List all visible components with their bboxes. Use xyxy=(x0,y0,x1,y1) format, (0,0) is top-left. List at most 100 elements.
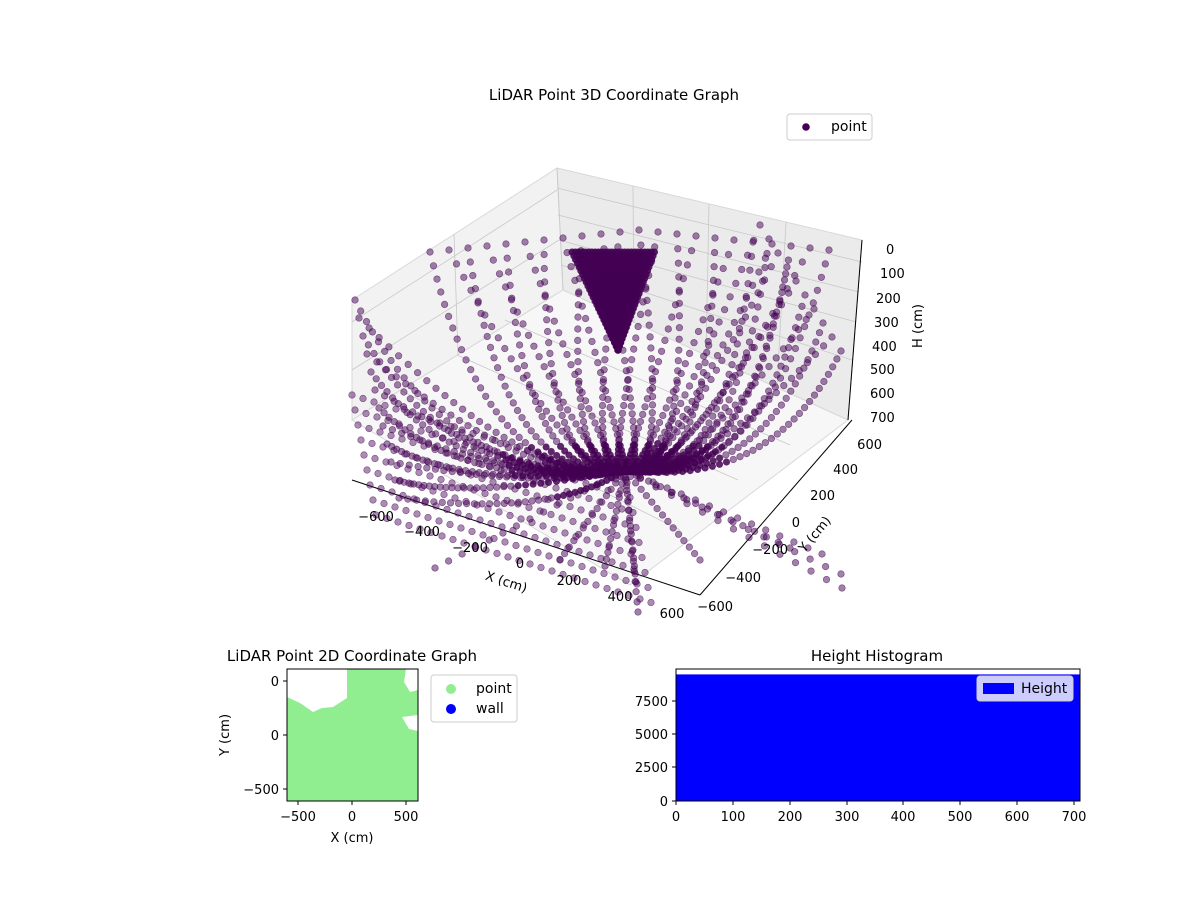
data-point xyxy=(805,397,814,406)
data-point xyxy=(625,507,633,515)
data-point xyxy=(745,338,754,346)
data-point xyxy=(618,409,627,417)
data-point xyxy=(444,426,452,435)
data-point xyxy=(581,424,589,432)
data-point xyxy=(561,529,569,537)
data-point xyxy=(501,382,509,390)
data-point xyxy=(391,503,399,511)
data-point xyxy=(531,266,539,274)
data-point xyxy=(837,570,845,578)
data-point xyxy=(599,513,607,521)
data-point xyxy=(412,453,420,462)
data-point xyxy=(653,505,661,513)
data-point xyxy=(399,491,407,500)
data-point xyxy=(371,454,379,463)
data-point xyxy=(426,248,434,256)
x-axis-label-3d: X (cm) xyxy=(483,569,529,597)
data-point xyxy=(662,404,670,412)
data-point xyxy=(713,396,722,404)
data-point xyxy=(364,341,373,349)
data-point xyxy=(414,369,422,377)
data-point xyxy=(713,510,722,519)
x-tick-label: 500 xyxy=(948,810,973,825)
data-point xyxy=(765,235,773,243)
y-ticks-2d: 0 0 −500 xyxy=(243,675,287,798)
data-point xyxy=(559,570,567,579)
data-point xyxy=(580,487,588,495)
data-point xyxy=(471,285,480,293)
data-point xyxy=(375,404,383,412)
data-point xyxy=(803,359,811,367)
data-point xyxy=(393,461,401,470)
data-point xyxy=(720,306,729,314)
data-point xyxy=(748,281,757,289)
data-point xyxy=(645,321,653,329)
data-point xyxy=(556,556,564,564)
data-point xyxy=(727,419,735,427)
data-point xyxy=(469,272,477,280)
data-point xyxy=(453,430,461,439)
data-point xyxy=(628,547,637,555)
data-point xyxy=(482,392,490,400)
data-point xyxy=(599,393,607,401)
data-point xyxy=(541,419,550,428)
data-point xyxy=(729,525,738,533)
data-point xyxy=(442,483,450,492)
data-point xyxy=(375,334,383,342)
data-point xyxy=(819,319,827,327)
data-point xyxy=(698,446,707,455)
data-point xyxy=(377,381,386,390)
data-point xyxy=(740,439,748,447)
data-point xyxy=(708,403,716,411)
data-point xyxy=(372,375,380,383)
data-point xyxy=(489,256,497,264)
data-point xyxy=(404,360,412,369)
data-point xyxy=(548,567,556,575)
data-point xyxy=(611,573,619,581)
data-point xyxy=(760,533,768,541)
z-tick-label: 300 xyxy=(874,316,899,331)
data-point xyxy=(545,552,553,560)
data-point xyxy=(485,536,493,544)
data-point xyxy=(435,517,443,525)
data-point xyxy=(806,244,814,252)
data-point xyxy=(504,553,512,561)
data-point xyxy=(648,401,657,409)
data-point xyxy=(483,332,491,341)
data-point xyxy=(815,329,824,337)
data-point xyxy=(730,425,738,433)
data-point xyxy=(541,291,549,299)
data-point xyxy=(818,550,826,558)
data-point xyxy=(616,546,624,555)
data-point xyxy=(711,439,719,447)
data-point xyxy=(679,275,687,283)
data-point xyxy=(599,375,608,384)
data-point xyxy=(627,402,635,410)
data-point xyxy=(677,422,686,430)
data-point xyxy=(578,232,586,240)
data-point xyxy=(672,444,680,452)
data-point xyxy=(520,362,529,370)
data-point xyxy=(517,474,525,482)
data-point xyxy=(552,388,560,396)
data-point xyxy=(405,521,413,530)
data-point xyxy=(588,511,597,519)
data-point xyxy=(719,341,727,349)
data-point xyxy=(425,415,433,424)
data-point xyxy=(501,538,509,546)
data-point xyxy=(767,434,776,443)
data-point xyxy=(647,598,655,607)
data-point xyxy=(709,412,717,420)
data-point xyxy=(602,345,610,353)
data-point xyxy=(523,371,531,379)
data-point xyxy=(574,325,582,333)
data-point xyxy=(732,279,740,288)
data-point xyxy=(385,473,393,481)
data-point xyxy=(553,421,561,429)
data-point xyxy=(802,315,810,324)
data-point xyxy=(393,365,402,373)
data-point xyxy=(681,391,689,399)
data-point xyxy=(498,523,506,531)
data-point xyxy=(406,395,414,403)
data-point xyxy=(395,420,403,428)
